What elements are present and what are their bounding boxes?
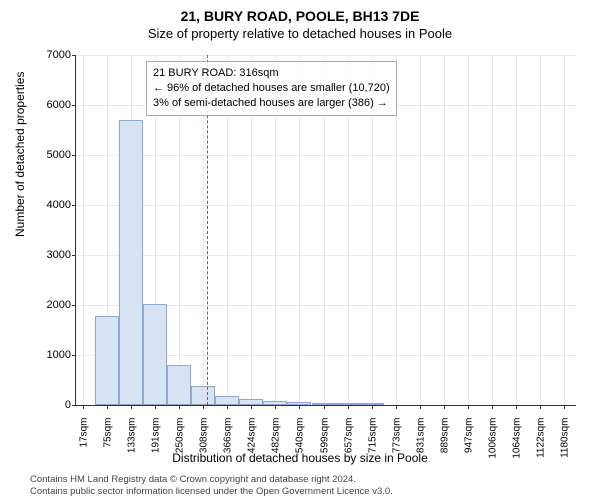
attribution-line1: Contains HM Land Registry data © Crown c… <box>30 474 590 486</box>
attribution-line2: Contains public sector information licen… <box>30 486 590 498</box>
xtick-label: 366sqm <box>221 418 234 454</box>
gridline-h <box>76 205 576 206</box>
xtick-mark <box>444 405 445 409</box>
ytick-label: 2000 <box>47 299 76 311</box>
annotation-line2: ← 96% of detached houses are smaller (10… <box>153 81 390 96</box>
xtick-label: 308sqm <box>197 418 210 454</box>
xtick-mark <box>348 405 349 409</box>
gridline-v <box>492 55 493 405</box>
gridline-v <box>564 55 565 405</box>
y-axis-label: Number of detached properties <box>13 72 27 237</box>
histogram-bar <box>215 396 239 405</box>
annotation-line3: 3% of semi-detached houses are larger (3… <box>153 96 390 111</box>
ytick-label: 3000 <box>47 249 76 261</box>
chart-subtitle: Size of property relative to detached ho… <box>0 24 600 45</box>
xtick-mark <box>179 405 180 409</box>
gridline-v <box>468 55 469 405</box>
ytick-label: 7000 <box>47 49 76 61</box>
xtick-mark <box>83 405 84 409</box>
xtick-mark <box>540 405 541 409</box>
ytick-label: 0 <box>65 399 76 411</box>
xtick-mark <box>107 405 108 409</box>
histogram-bar <box>119 120 143 405</box>
xtick-label: 715sqm <box>365 418 378 454</box>
histogram-bar <box>312 403 336 406</box>
gridline-h <box>76 155 576 156</box>
annotation-line1: 21 BURY ROAD: 316sqm <box>153 66 390 81</box>
xtick-label: 250sqm <box>173 418 186 454</box>
gridline-h <box>76 55 576 56</box>
xtick-mark <box>420 405 421 409</box>
ytick-label: 1000 <box>47 349 76 361</box>
xtick-mark <box>324 405 325 409</box>
ytick-label: 6000 <box>47 99 76 111</box>
xtick-mark <box>155 405 156 409</box>
xtick-label: 17sqm <box>77 418 90 448</box>
xtick-label: 482sqm <box>269 418 282 454</box>
xtick-label: 657sqm <box>341 418 354 454</box>
gridline-h <box>76 255 576 256</box>
histogram-bar <box>263 401 287 405</box>
plot-area: 0100020003000400050006000700017sqm75sqm1… <box>75 55 576 406</box>
xtick-label: 75sqm <box>101 418 114 448</box>
histogram-bar <box>360 403 384 405</box>
xtick-mark <box>468 405 469 409</box>
xtick-mark <box>251 405 252 409</box>
histogram-bar <box>336 403 360 405</box>
xtick-label: 191sqm <box>148 418 161 454</box>
xtick-label: 599sqm <box>317 418 330 454</box>
xtick-mark <box>396 405 397 409</box>
xtick-mark <box>516 405 517 409</box>
gridline-v <box>540 55 541 405</box>
histogram-bar <box>167 365 191 405</box>
histogram-bar <box>95 316 119 405</box>
xtick-mark <box>372 405 373 409</box>
xtick-label: 540sqm <box>293 418 306 454</box>
xtick-label: 773sqm <box>389 418 402 454</box>
xtick-mark <box>564 405 565 409</box>
xtick-label: 947sqm <box>461 418 474 454</box>
ytick-label: 4000 <box>47 199 76 211</box>
ytick-label: 5000 <box>47 149 76 161</box>
gridline-v <box>83 55 84 405</box>
xtick-mark <box>299 405 300 409</box>
gridline-v <box>516 55 517 405</box>
xtick-label: 889sqm <box>437 418 450 454</box>
chart-container: 21, BURY ROAD, POOLE, BH13 7DE Size of p… <box>0 0 600 500</box>
xtick-mark <box>227 405 228 409</box>
chart-title: 21, BURY ROAD, POOLE, BH13 7DE <box>0 0 600 24</box>
xtick-label: 831sqm <box>413 418 426 454</box>
gridline-v <box>420 55 421 405</box>
xtick-mark <box>492 405 493 409</box>
attribution: Contains HM Land Registry data © Crown c… <box>30 474 590 498</box>
gridline-v <box>444 55 445 405</box>
histogram-bar <box>191 386 215 405</box>
histogram-bar <box>143 304 167 405</box>
xtick-mark <box>275 405 276 409</box>
xtick-mark <box>131 405 132 409</box>
xtick-mark <box>203 405 204 409</box>
histogram-bar <box>239 399 263 405</box>
annotation-box: 21 BURY ROAD: 316sqm ← 96% of detached h… <box>146 61 397 116</box>
x-axis-label: Distribution of detached houses by size … <box>0 451 600 465</box>
xtick-label: 424sqm <box>245 418 258 454</box>
xtick-label: 133sqm <box>125 418 138 454</box>
histogram-bar <box>287 402 311 405</box>
